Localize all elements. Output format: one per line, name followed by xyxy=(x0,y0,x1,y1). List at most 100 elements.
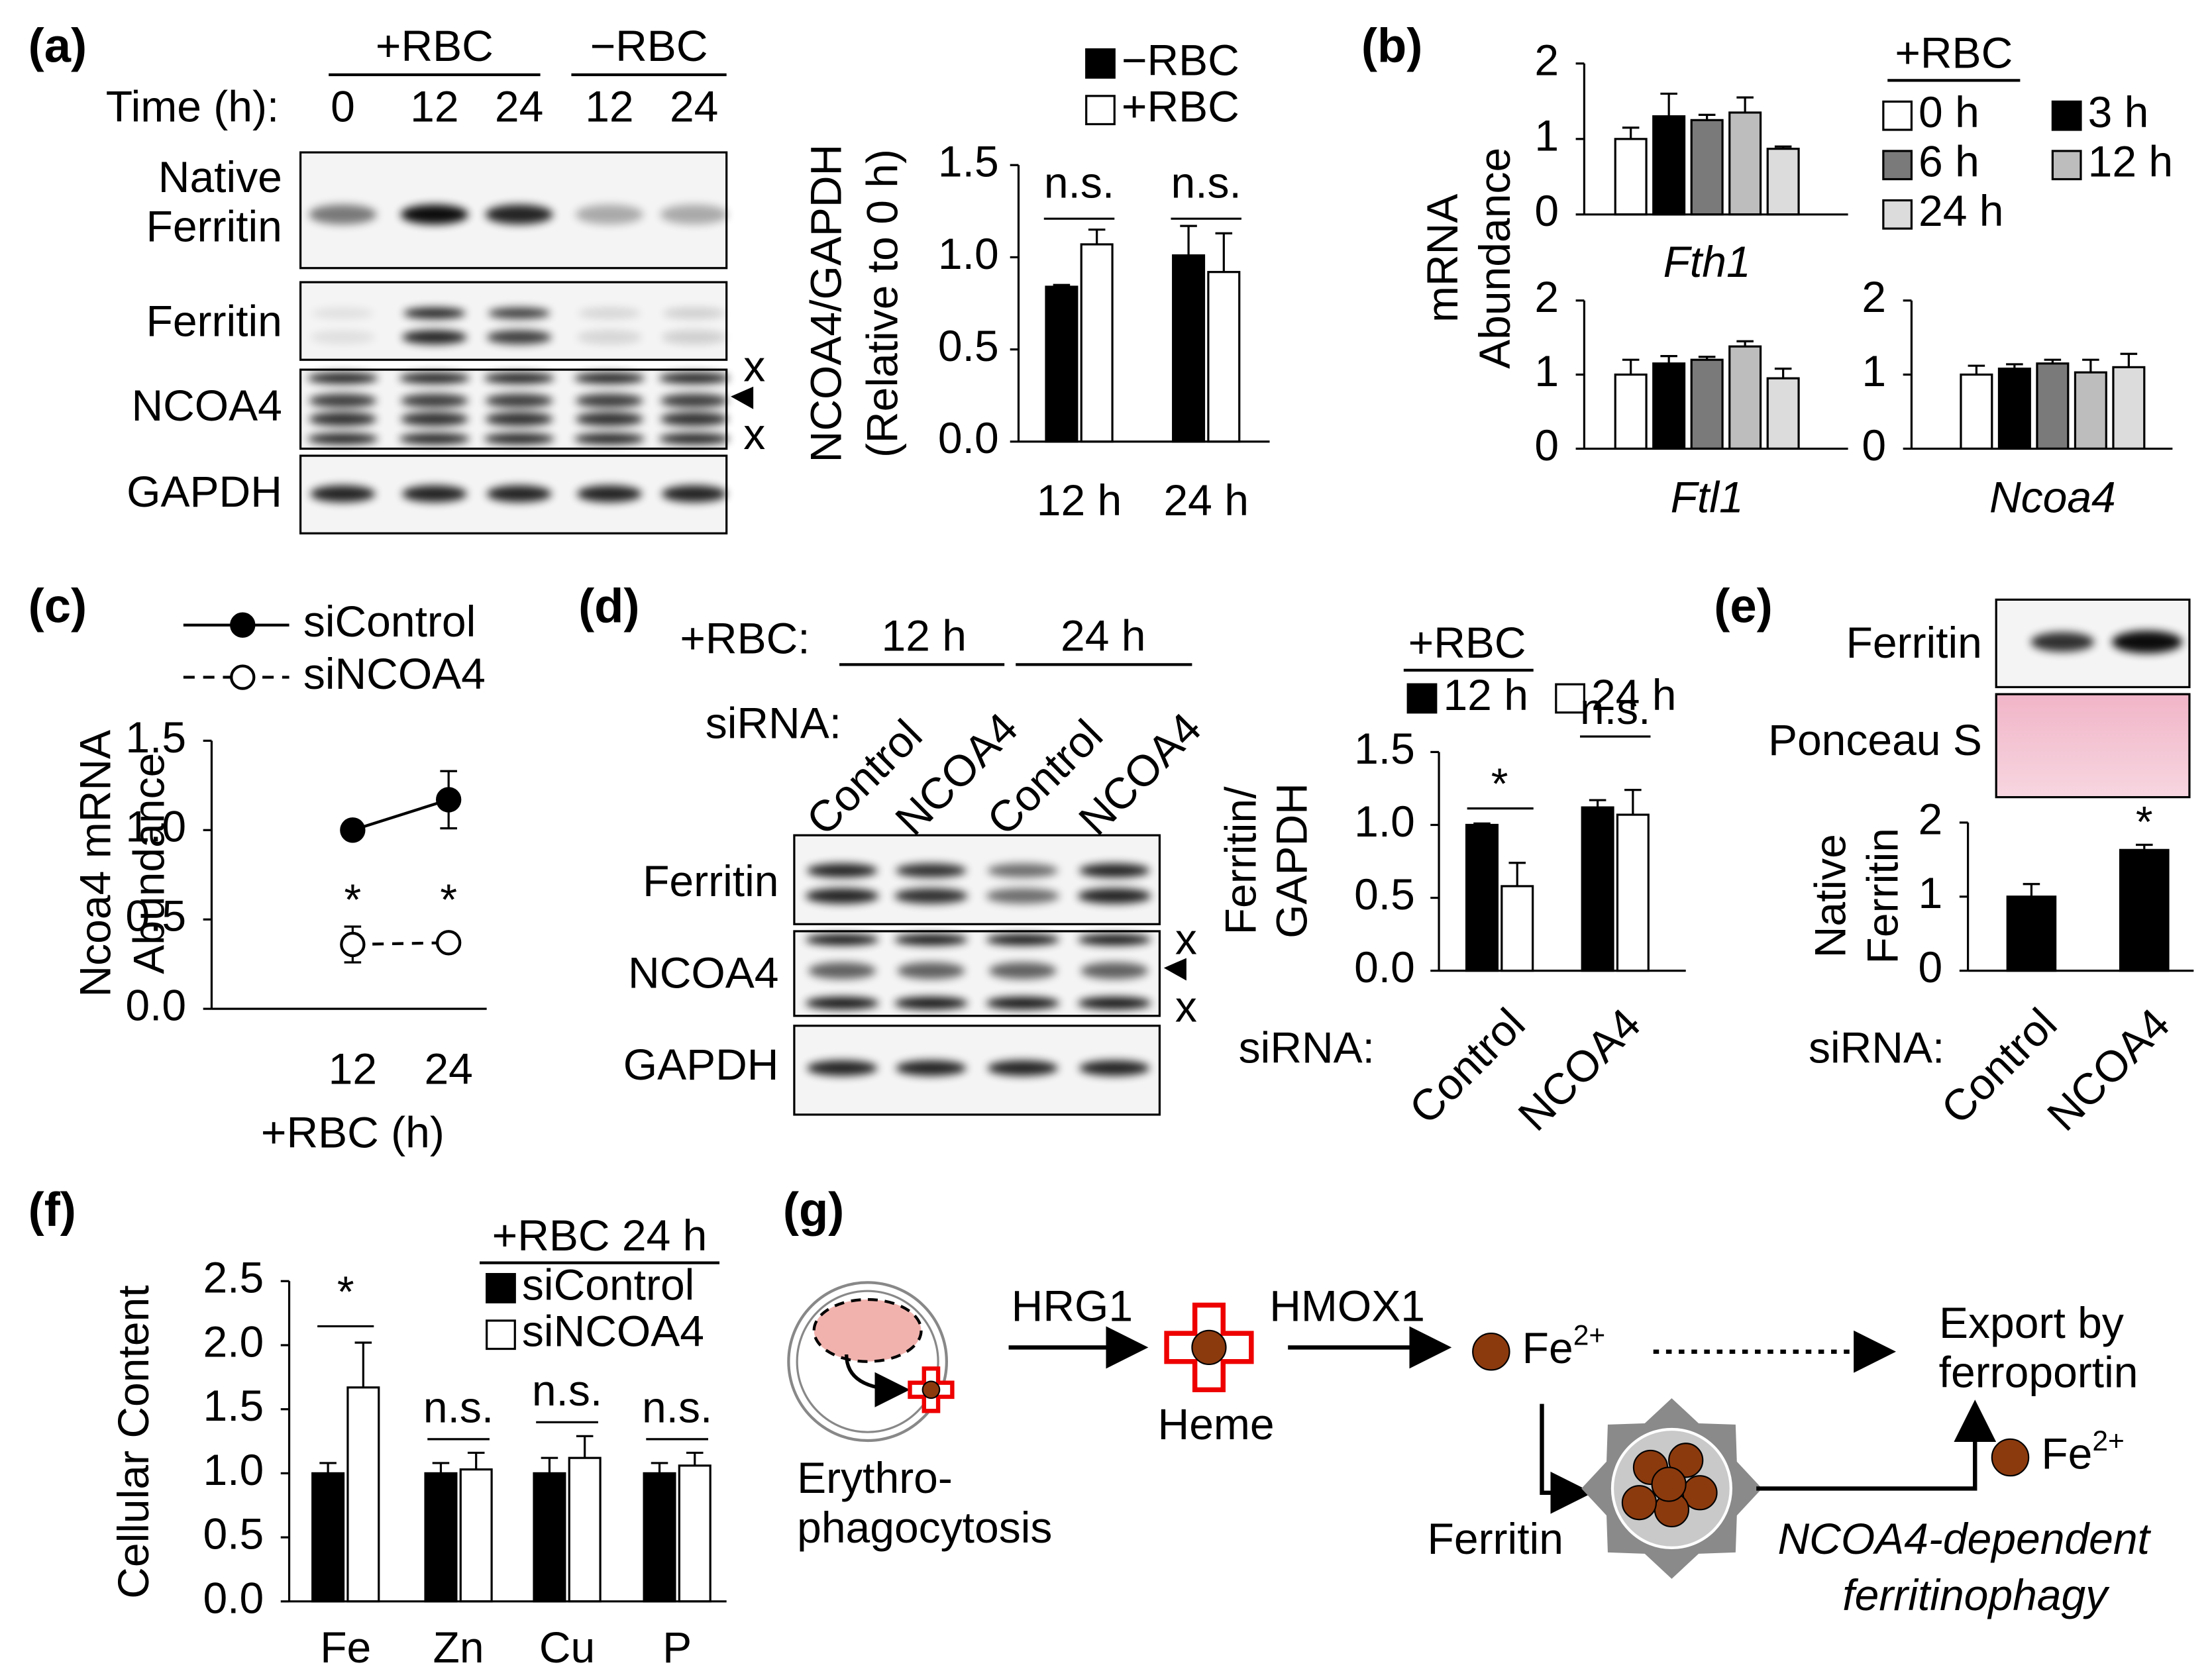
blot-frame xyxy=(299,281,728,361)
bar xyxy=(1614,138,1648,216)
arrow xyxy=(845,1354,910,1407)
blot-band xyxy=(488,307,551,319)
legend-marker xyxy=(230,612,256,638)
iron-icon xyxy=(1472,1333,1510,1371)
node-label: ferroportin xyxy=(1939,1347,2138,1396)
row-label: GAPDH xyxy=(127,467,282,516)
iron-core xyxy=(1621,1485,1658,1521)
legend-swatch xyxy=(1085,95,1116,126)
bar xyxy=(568,1456,602,1603)
blot-band xyxy=(987,863,1059,878)
row-label: Ferritin xyxy=(643,856,778,905)
blot-band xyxy=(484,432,554,445)
row-label: GAPDH xyxy=(623,1040,779,1089)
y-tick-label: 0.0 xyxy=(125,981,186,1030)
bar xyxy=(2006,895,2057,972)
phagosome xyxy=(812,1297,923,1363)
row-label: Ferritin xyxy=(1846,618,1982,667)
blot-band xyxy=(400,412,468,427)
y-tick-label: 1.0 xyxy=(125,802,186,851)
blot-band xyxy=(575,412,644,427)
panel-label: (d) xyxy=(578,579,639,633)
y-tick-label: 1 xyxy=(1862,346,1886,395)
y-axis-label: Ferritin xyxy=(1858,828,1907,964)
bar xyxy=(1501,885,1534,972)
panel-label: (f) xyxy=(28,1183,76,1237)
x-tick-label: NCOA4 xyxy=(2038,999,2179,1140)
blot-band xyxy=(805,997,879,1010)
row-label: Ponceau S xyxy=(1768,715,1982,764)
y-axis-label: Abundance xyxy=(1470,148,1519,369)
blot-band xyxy=(896,1060,967,1076)
y-tick-label: 0.0 xyxy=(938,413,999,462)
bar xyxy=(459,1468,493,1603)
group-label: 24 h xyxy=(1061,611,1145,660)
band-marker: x xyxy=(743,342,765,391)
legend-label: −RBC xyxy=(1122,35,1239,84)
legend-label: 24 h xyxy=(1919,186,2003,235)
row-label: Ferritin xyxy=(146,202,282,251)
y-axis-label: Native xyxy=(1806,834,1855,958)
blot-band xyxy=(807,1060,878,1076)
blot-band xyxy=(403,307,466,319)
blot-band xyxy=(894,934,968,946)
y-axis-label: Ferritin/ xyxy=(1216,786,1265,935)
band-arrow xyxy=(731,386,754,409)
bar xyxy=(678,1464,711,1603)
x-axis-label: +RBC (h) xyxy=(261,1107,445,1156)
x-tick-label: Zn xyxy=(433,1623,484,1672)
x-tick-label: 24 xyxy=(424,1044,472,1093)
blot-band xyxy=(1080,962,1149,980)
blot-band xyxy=(485,393,553,408)
y-axis-label: (Relative to 0 h) xyxy=(858,149,907,458)
blot-band xyxy=(574,432,645,445)
y-tick-label: 0.5 xyxy=(938,321,999,370)
bar xyxy=(1614,373,1648,450)
arrow xyxy=(1756,1399,1997,1491)
annotation: * xyxy=(440,875,457,924)
blot-band xyxy=(894,888,968,904)
bar xyxy=(1728,345,1762,450)
legend-title: +RBC xyxy=(1895,28,2013,77)
heme-iron xyxy=(922,1380,941,1399)
y-tick-label: 1 xyxy=(1534,111,1559,160)
legend-swatch xyxy=(1406,683,1438,714)
bar xyxy=(1172,254,1206,443)
legend-swatch xyxy=(486,1273,516,1303)
blot-frame xyxy=(1995,693,2191,799)
blot-band xyxy=(309,393,377,408)
y-tick-label: 0.5 xyxy=(1354,870,1415,919)
legend-swatch xyxy=(1882,150,1913,181)
bar xyxy=(1652,115,1686,216)
x-tick-label: 12 xyxy=(329,1044,377,1093)
blot-band xyxy=(486,485,552,503)
x-axis-label: siRNA: xyxy=(1809,1023,1944,1072)
blot-band xyxy=(486,330,552,344)
legend-label: 6 h xyxy=(1919,137,1979,186)
bar xyxy=(346,1386,380,1603)
bar xyxy=(2036,362,2070,450)
blot-band xyxy=(578,307,641,319)
bar xyxy=(643,1472,676,1603)
blot-band xyxy=(400,204,468,225)
node-label: Heme xyxy=(1158,1399,1275,1449)
y-axis-label: GAPDH xyxy=(1267,783,1316,939)
blot-band xyxy=(576,330,642,344)
y-tick-label: 2 xyxy=(1534,272,1559,321)
point xyxy=(436,930,462,956)
annotation: n.s. xyxy=(642,1383,712,1432)
bar xyxy=(2074,371,2107,450)
legend-swatch xyxy=(1882,100,1913,131)
iron-base: Fe xyxy=(2041,1429,2092,1478)
lane-label: 12 xyxy=(585,82,633,131)
x-tick-label: Ncoa4 xyxy=(1989,473,2116,522)
band-marker: x xyxy=(743,409,765,458)
blot-band xyxy=(484,372,554,384)
y-tick-label: 0.5 xyxy=(125,891,186,941)
bar xyxy=(1997,368,2031,450)
heme-iron xyxy=(1191,1329,1227,1366)
blot-band xyxy=(805,934,879,946)
rbc-label: +RBC: xyxy=(680,614,810,663)
y-axis-label: Cellular Content xyxy=(109,1285,158,1598)
